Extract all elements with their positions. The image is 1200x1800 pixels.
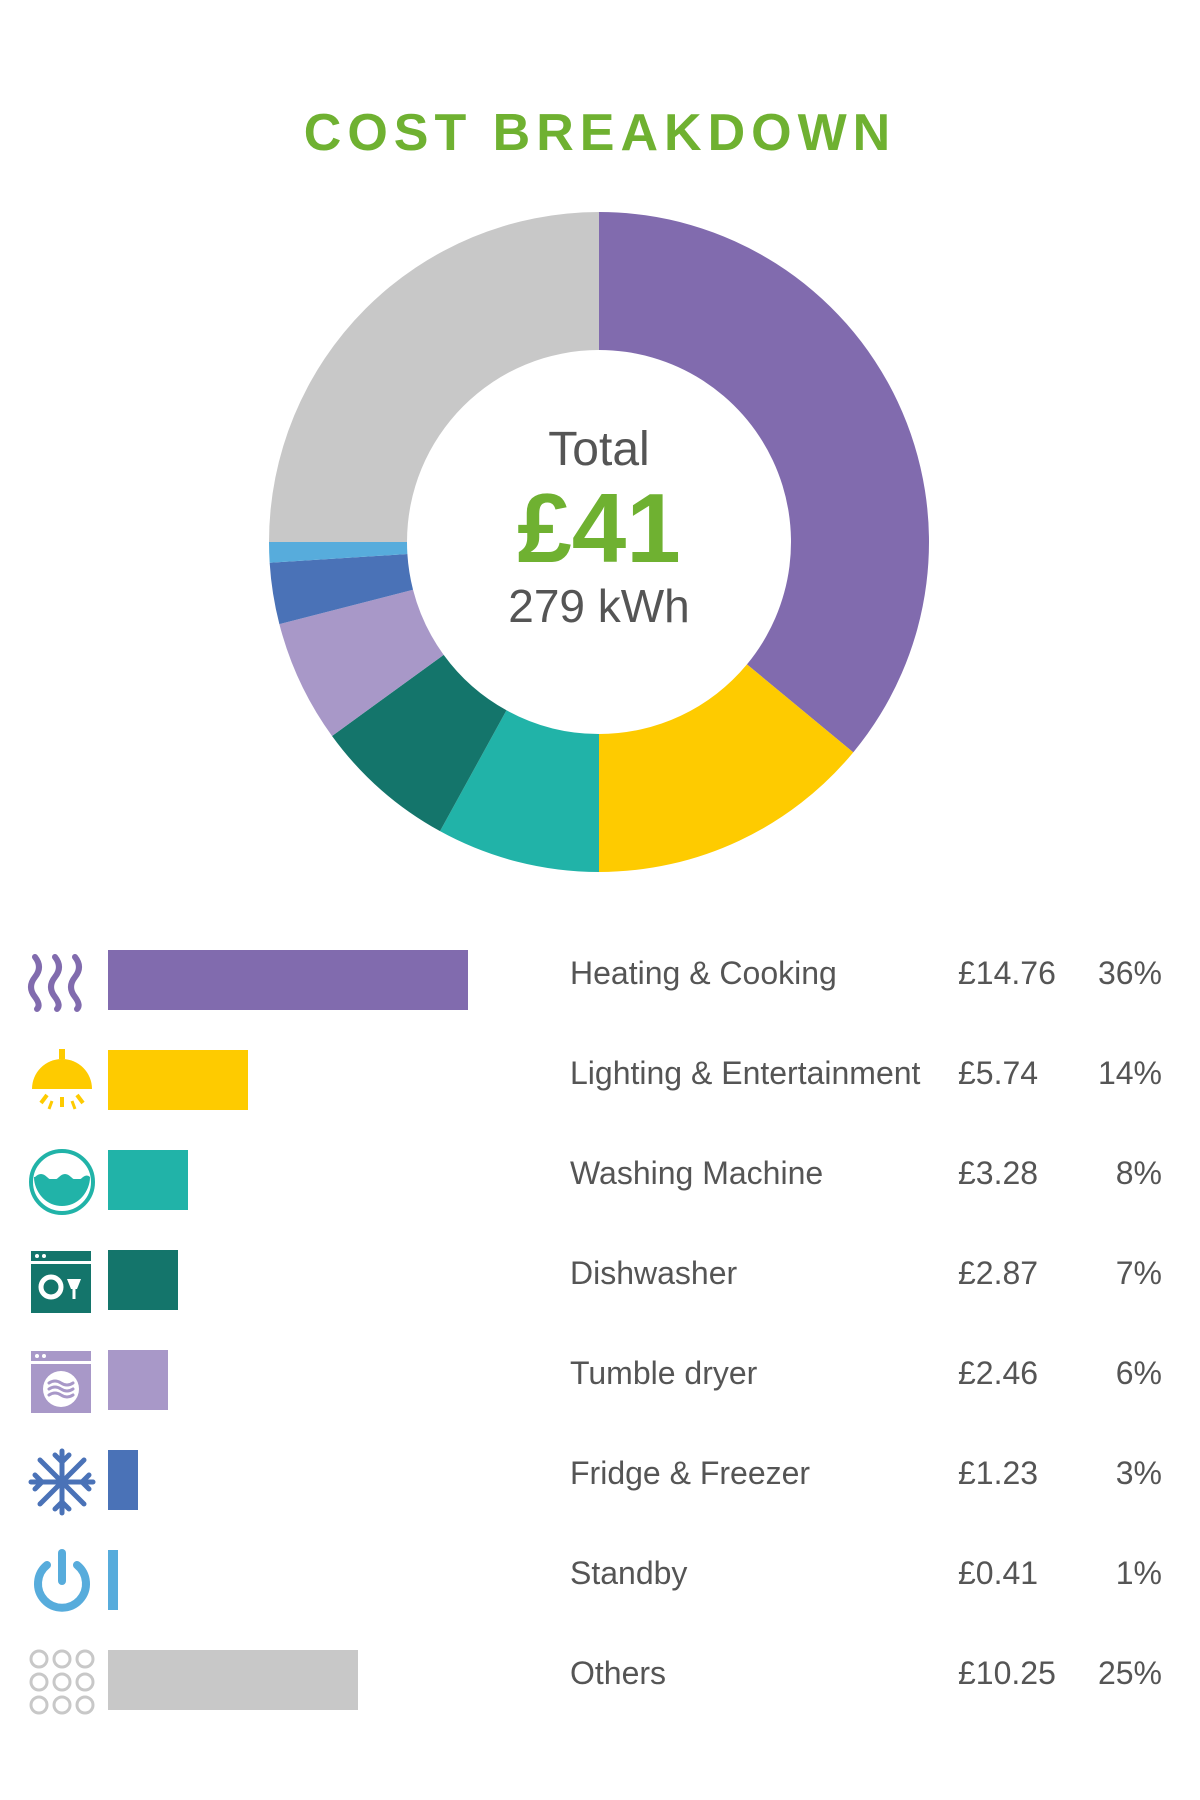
percent-label: 3% (1115, 1455, 1162, 1491)
breakdown-row-washing-machine: Washing Machine £3.28 8% (0, 1125, 1200, 1225)
percent-label: 36% (1097, 955, 1162, 991)
breakdown-row-others: Others £10.25 25% (0, 1625, 1200, 1725)
category-label: Tumble dryer (570, 1355, 758, 1391)
cost-label: £2.46 (958, 1355, 1039, 1391)
donut-slice-3 (440, 710, 599, 872)
total-energy: 279 kWh (508, 580, 690, 632)
bar (108, 950, 468, 1010)
category-label: Dishwasher (570, 1255, 738, 1291)
dishwasher-icon (31, 1251, 91, 1313)
category-label: Washing Machine (570, 1155, 824, 1191)
dots-grid-icon (29, 1649, 95, 1715)
cost-label: £2.87 (958, 1255, 1039, 1291)
breakdown-row-lighting: Lighting & Entertainment £5.74 14% (0, 1025, 1200, 1125)
breakdown-row-fridge: Fridge & Freezer £1.23 3% (0, 1425, 1200, 1525)
washing-machine-icon (29, 1149, 95, 1215)
percent-label: 8% (1115, 1155, 1162, 1191)
category-label: Others (570, 1655, 667, 1691)
percent-label: 7% (1115, 1255, 1162, 1291)
total-cost: £41 (517, 473, 681, 583)
percent-label: 6% (1115, 1355, 1162, 1391)
donut-slice-2 (599, 664, 854, 872)
percent-label: 14% (1097, 1055, 1162, 1091)
snowflake-icon (28, 1448, 96, 1516)
breakdown-row-heating: Heating & Cooking £14.76 36% (0, 925, 1200, 1025)
percent-label: 25% (1097, 1655, 1162, 1691)
bar (108, 1650, 358, 1710)
cost-label: £10.25 (958, 1655, 1056, 1691)
breakdown-row-dishwasher: Dishwasher £2.87 7% (0, 1225, 1200, 1325)
donut-slice-8 (269, 212, 599, 542)
chart-title: COST BREAKDOWN (303, 104, 897, 162)
cost-label: £3.28 (958, 1155, 1039, 1191)
bar (108, 1350, 168, 1410)
bar (108, 1150, 188, 1210)
bar (108, 1250, 178, 1310)
cost-label: £0.41 (958, 1555, 1039, 1591)
bar (108, 1050, 248, 1110)
donut-slice-7 (269, 542, 408, 563)
bar (108, 1450, 138, 1510)
category-label: Lighting & Entertainment (570, 1055, 921, 1091)
donut-center: Total £41 279 kWh (399, 420, 799, 660)
power-icon (34, 1549, 90, 1612)
percent-label: 1% (1115, 1555, 1162, 1591)
donut-slice-5 (279, 589, 444, 736)
donut-slice-4 (332, 654, 507, 832)
breakdown-row-standby: Standby £0.41 1% (0, 1525, 1200, 1625)
total-label: Total (548, 423, 650, 476)
ceiling-lamp-icon (32, 1049, 92, 1110)
heat-waves-icon (28, 954, 82, 1012)
donut-chart (269, 212, 929, 872)
category-label: Standby (570, 1555, 688, 1591)
cost-label: £1.23 (958, 1455, 1039, 1491)
breakdown-row-tumble-dryer: Tumble dryer £2.46 6% (0, 1325, 1200, 1425)
cost-label: £5.74 (958, 1055, 1039, 1091)
category-label: Heating & Cooking (570, 955, 837, 991)
cost-label: £14.76 (958, 955, 1056, 991)
tumble-dryer-icon (31, 1351, 91, 1413)
bar (108, 1550, 118, 1610)
category-label: Fridge & Freezer (570, 1455, 811, 1491)
donut-slice-6 (269, 554, 414, 625)
donut-slice-1 (599, 212, 929, 753)
